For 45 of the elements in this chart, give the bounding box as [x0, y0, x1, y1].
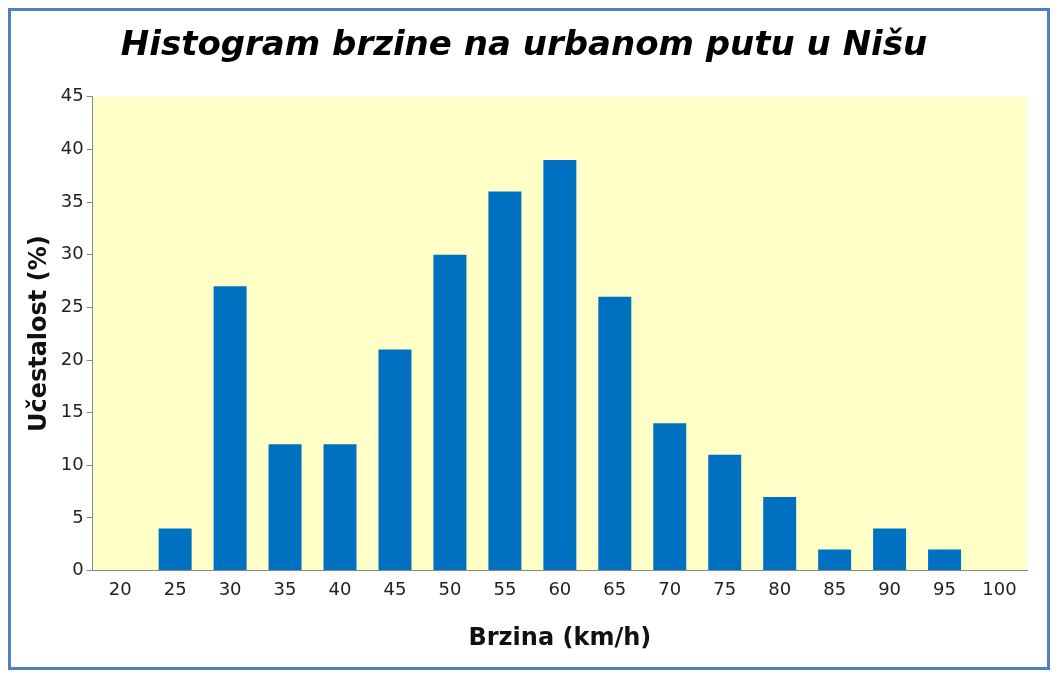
bar [763, 496, 797, 571]
bar [378, 349, 412, 571]
y-tick-label: 0 [72, 558, 84, 580]
bar [488, 191, 522, 571]
x-tick-label: 85 [823, 578, 847, 600]
bar [708, 454, 742, 571]
x-tick-label: 65 [603, 578, 627, 600]
y-tick-label: 45 [60, 84, 84, 106]
x-tick-label: 100 [982, 578, 1017, 600]
y-tick-label: 40 [60, 137, 84, 159]
y-tick-label: 30 [60, 242, 84, 264]
bar [213, 286, 247, 571]
y-axis-title: Učestalost (%) [23, 235, 52, 433]
y-tick-label: 10 [60, 452, 84, 474]
x-tick-label: 35 [273, 578, 297, 600]
chart-title: Histogram brzine na urbanom putu u Nišu [120, 23, 928, 64]
x-tick-label: 55 [493, 578, 517, 600]
x-axis-title: Brzina (km/h) [468, 622, 652, 651]
x-tick-label: 40 [328, 578, 352, 600]
x-tick-label: 30 [218, 578, 242, 600]
bar [928, 549, 962, 571]
bar [323, 444, 357, 571]
bar [653, 423, 687, 571]
bar [818, 549, 852, 571]
x-tick-label: 25 [163, 578, 187, 600]
bar [268, 444, 302, 571]
x-tick-label: 70 [658, 578, 682, 600]
bar [873, 528, 907, 571]
y-tick-label: 25 [60, 295, 84, 317]
x-tick-label: 75 [713, 578, 737, 600]
x-tick-label: 90 [878, 578, 902, 600]
y-tick-label: 35 [60, 189, 84, 211]
bar [158, 528, 192, 571]
x-tick-label: 50 [438, 578, 462, 600]
x-tick-label: 45 [383, 578, 407, 600]
y-tick-label: 20 [60, 347, 84, 369]
x-tick-label: 60 [548, 578, 572, 600]
x-tick-label: 20 [108, 578, 132, 600]
bar [433, 254, 467, 571]
bar [598, 296, 632, 571]
bar [543, 159, 577, 571]
y-tick-label: 15 [60, 400, 84, 422]
x-tick-label: 95 [933, 578, 957, 600]
x-tick-label: 80 [768, 578, 792, 600]
y-tick-label: 5 [72, 505, 84, 527]
